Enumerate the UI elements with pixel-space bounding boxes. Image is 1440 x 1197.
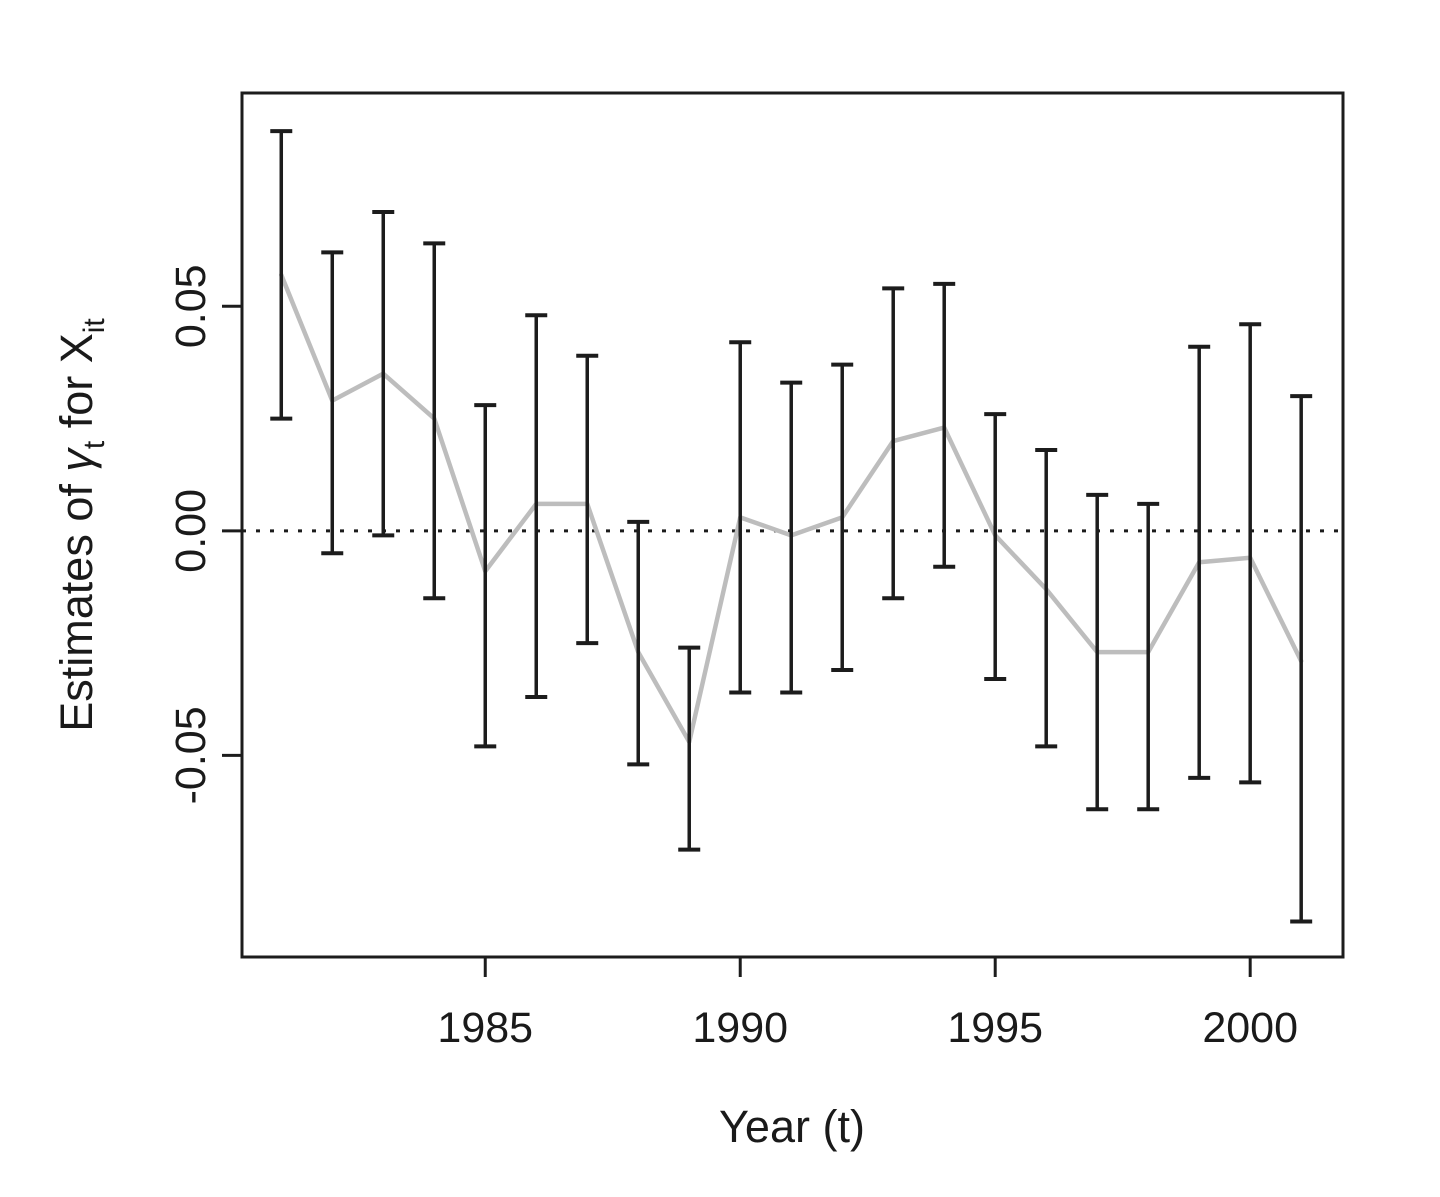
series-group — [270, 129, 1313, 924]
error-bar — [423, 241, 446, 601]
error-bar — [882, 286, 905, 601]
x-tick-label: 1995 — [947, 1004, 1043, 1052]
error-bar — [474, 403, 497, 749]
x-axis-group: 1985 1990 1995 2000 — [437, 957, 1298, 1052]
x-tick-label: 1990 — [692, 1004, 788, 1052]
error-bar — [933, 281, 956, 569]
error-bar — [1239, 322, 1262, 785]
error-bar — [1188, 344, 1211, 780]
x-tick-label: 2000 — [1202, 1004, 1298, 1052]
y-axis-group: 0.05 0.00 -0.05 — [167, 264, 242, 804]
y-axis-label: Estimates of γt for Xit — [51, 318, 111, 732]
error-bar — [729, 340, 752, 695]
x-tick-label: 1985 — [437, 1004, 533, 1052]
plot-frame-group — [240, 91, 1345, 959]
error-bar — [1290, 394, 1313, 924]
error-bar — [780, 380, 803, 695]
error-bar — [1137, 501, 1160, 812]
error-bar — [984, 412, 1007, 682]
error-bar — [372, 210, 395, 538]
error-bar — [627, 519, 650, 767]
error-bar — [831, 362, 854, 673]
error-bar — [1086, 492, 1109, 812]
y-tick-label: 0.05 — [167, 264, 215, 348]
x-axis-label: Year (t) — [719, 1101, 865, 1152]
y-tick-label: 0.00 — [167, 489, 215, 573]
error-bar — [678, 645, 701, 852]
error-bar — [576, 353, 599, 646]
error-bar — [1035, 448, 1058, 749]
error-bar — [270, 129, 293, 421]
plot-border — [240, 91, 1345, 959]
error-bar — [321, 250, 344, 556]
error-bar — [525, 313, 548, 699]
y-tick-label: -0.05 — [167, 706, 215, 804]
